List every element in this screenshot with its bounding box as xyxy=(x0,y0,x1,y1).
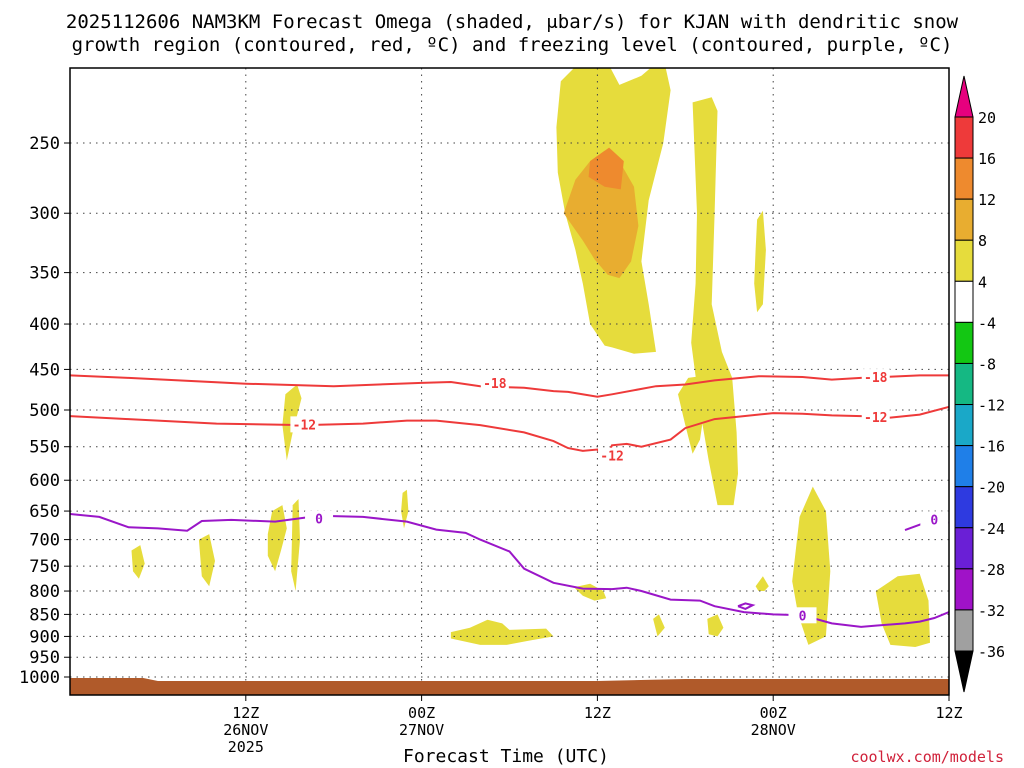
x-tick-label-6-1: 26NOV xyxy=(223,721,268,739)
colorbar-cell-4 xyxy=(954,280,974,323)
colorbar-label--8: -8 xyxy=(978,355,996,373)
colorbar-cell--16 xyxy=(954,445,974,488)
contour-dgz-bottom xyxy=(70,405,949,463)
colorbar-cell--24 xyxy=(954,527,974,570)
contour-label-bg xyxy=(305,510,334,527)
contour-label-dgz-bottom: -12 xyxy=(864,411,887,426)
colorbar-label-8: 8 xyxy=(978,232,987,250)
omega-region-low-blob-11 xyxy=(875,573,930,647)
contour-freezing-level-main xyxy=(70,513,949,628)
x-tick-label-42-0: 00Z xyxy=(760,704,787,722)
colorbar-label--32: -32 xyxy=(978,602,1005,620)
contour-label-bg xyxy=(598,447,627,464)
colorbar-label--12: -12 xyxy=(978,397,1005,415)
y-tick-label-700: 700 xyxy=(29,531,60,551)
x-tick-label-18-1: 27NOV xyxy=(399,721,444,739)
y-tick-label-400: 400 xyxy=(29,315,60,335)
omega-region-right-thin-column xyxy=(754,210,766,313)
x-tick-label-6-0: 12Z xyxy=(232,704,259,722)
colorbar-label-4: 4 xyxy=(978,273,987,291)
omega-region-low-blob-7 xyxy=(574,583,607,601)
colorbar-cell--20 xyxy=(954,486,974,529)
colorbar-arrow-bottom xyxy=(954,650,974,693)
colorbar-cell--28 xyxy=(954,568,974,611)
colorbar-cell--4 xyxy=(954,321,974,364)
y-tick-label-750: 750 xyxy=(29,557,60,577)
contour-label-freezing-level-main: 0 xyxy=(799,609,807,624)
x-tick-label-54-0: 12Z xyxy=(935,704,962,722)
y-tick-label-850: 850 xyxy=(29,605,60,625)
contour-label-dgz-top: -18 xyxy=(864,371,888,386)
omega-region-low-blob-3 xyxy=(198,534,215,587)
omega-region-low-blob-9 xyxy=(755,576,769,591)
credit-text: coolwx.com/models xyxy=(850,748,1004,766)
contour-label-dgz-bottom: -12 xyxy=(600,450,623,465)
colorbar-label--28: -28 xyxy=(978,561,1005,579)
y-tick-label-500: 500 xyxy=(29,401,60,421)
contour-label-bg xyxy=(788,607,817,624)
contour-freezing-level-loop xyxy=(737,602,756,610)
contour-label-bg xyxy=(480,374,509,391)
omega-region-low-blob-6 xyxy=(450,619,554,645)
omega-region-low-blob-12 xyxy=(653,614,665,637)
x-tick-label-30-0: 12Z xyxy=(584,704,611,722)
omega-region-low-blob-1 xyxy=(267,505,287,572)
omega-region-green-dash xyxy=(685,244,688,268)
colorbar-label-12: 12 xyxy=(978,191,996,209)
colorbar-cell--32 xyxy=(954,609,974,652)
colorbar-cell-12 xyxy=(954,198,974,241)
y-tick-label-950: 950 xyxy=(29,648,60,668)
omega-region-low-blob-4 xyxy=(291,499,300,591)
chart-title-line-1: 2025112606 NAM3KM Forecast Omega (shaded… xyxy=(65,11,959,33)
x-tick-label-42-1: 28NOV xyxy=(751,721,796,739)
colorbar-cell-16 xyxy=(954,157,974,200)
contour-label-bg xyxy=(861,369,890,386)
colorbar-cell-8 xyxy=(954,239,974,282)
y-tick-label-900: 900 xyxy=(29,627,60,647)
y-tick-label-450: 450 xyxy=(29,360,60,380)
contour-label-dgz-top: -18 xyxy=(483,377,507,392)
contour-label-freezing-level-main: 0 xyxy=(315,513,323,528)
omega-region-upper-right-column xyxy=(691,97,738,506)
contour-label-bg xyxy=(861,408,890,425)
omega-region-low-blob-2 xyxy=(131,545,145,579)
colorbar-label--4: -4 xyxy=(978,314,996,332)
colorbar-label-16: 16 xyxy=(978,150,996,168)
y-tick-label-600: 600 xyxy=(29,471,60,491)
y-tick-label-550: 550 xyxy=(29,438,60,458)
y-tick-label-800: 800 xyxy=(29,582,60,602)
y-tick-label-300: 300 xyxy=(29,204,60,224)
contour-label-bg xyxy=(290,416,319,433)
contour-label-dgz-bottom: -12 xyxy=(293,418,316,433)
colorbar-arrow-top xyxy=(954,75,974,118)
x-axis-label: Forecast Time (UTC) xyxy=(403,746,609,767)
colorbar-cell--12 xyxy=(954,404,974,447)
omega-region-low-blob-8 xyxy=(707,614,724,637)
colorbar-cell--8 xyxy=(954,362,974,406)
colorbar-label--20: -20 xyxy=(978,479,1005,497)
colorbar-label-20: 20 xyxy=(978,109,996,127)
y-tick-label-1000: 1000 xyxy=(19,668,60,688)
omega-region-left-band-lower xyxy=(678,376,708,454)
colorbar-label--36: -36 xyxy=(978,643,1005,661)
colorbar-label--16: -16 xyxy=(978,438,1005,456)
x-tick-label-18-0: 00Z xyxy=(408,704,435,722)
omega-region-green-streak xyxy=(582,363,610,444)
contour-label-freezing-level-east: 0 xyxy=(930,513,938,528)
colorbar-cell-20 xyxy=(954,116,974,159)
terrain-ground xyxy=(70,678,949,695)
contour-label-bg xyxy=(920,511,949,528)
plot-frame xyxy=(69,67,950,696)
chart-title-line-2: growth region (contoured, red, ºC) and f… xyxy=(71,34,953,56)
y-tick-label-250: 250 xyxy=(29,134,60,154)
colorbar-label--24: -24 xyxy=(978,520,1005,538)
x-tick-label-6-2: 2025 xyxy=(228,738,264,756)
y-tick-label-350: 350 xyxy=(29,264,60,284)
omega-region-low-blob-5 xyxy=(401,489,409,529)
y-tick-label-650: 650 xyxy=(29,502,60,522)
